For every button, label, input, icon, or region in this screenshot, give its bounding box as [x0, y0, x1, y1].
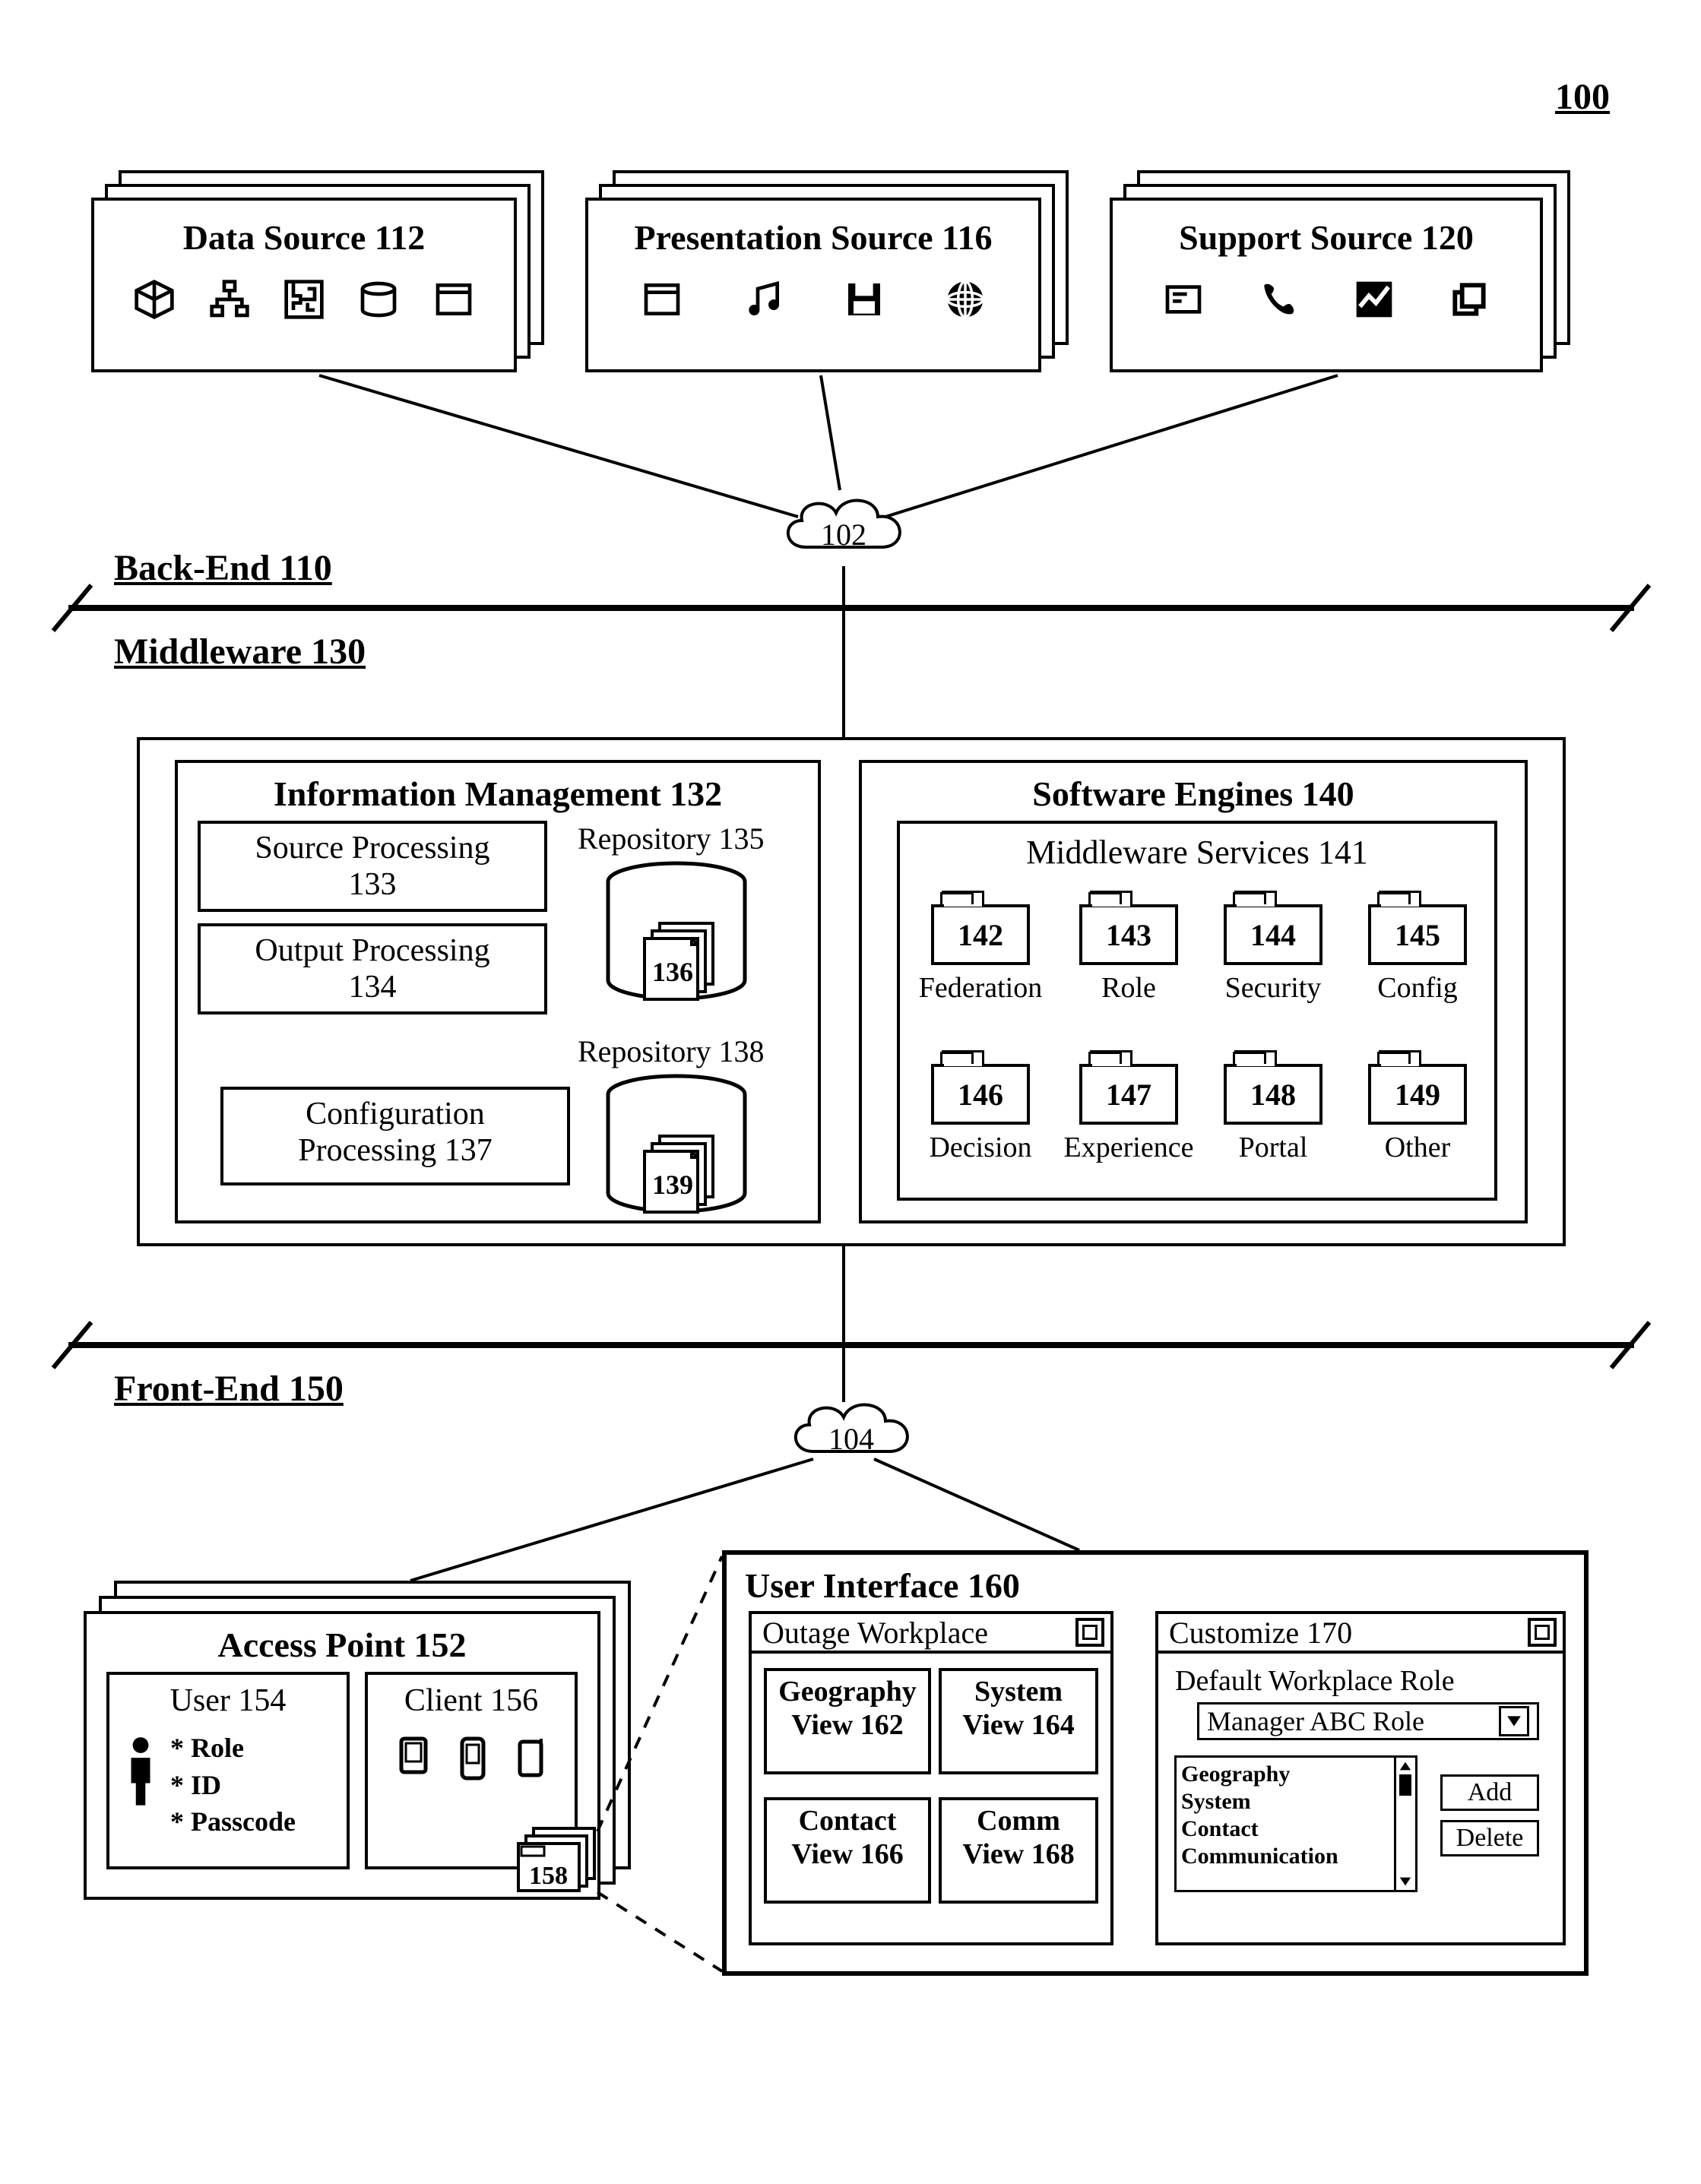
- support-source-box: Support Source 120: [1110, 198, 1566, 380]
- dropdown-value: Manager ABC Role: [1207, 1705, 1424, 1737]
- window-icon: [641, 278, 683, 321]
- client-title: Client 156: [368, 1682, 575, 1719]
- dropdown-arrow-icon[interactable]: [1499, 1706, 1529, 1736]
- globe-icon: [944, 278, 987, 321]
- output-processing-box: Output Processing134: [198, 923, 547, 1014]
- geography-view[interactable]: GeographyView 162: [764, 1668, 931, 1774]
- source-processing-label: Source Processing133: [201, 830, 544, 903]
- info-mgmt-title: Information Management 132: [178, 774, 818, 814]
- repo-138-label: Repository 138: [578, 1033, 765, 1069]
- window-icon: [432, 278, 475, 321]
- listbox-scrollbar[interactable]: [1394, 1758, 1415, 1890]
- customize-titlebar: Customize 170: [1158, 1614, 1563, 1654]
- svc-147: 147: [1079, 1064, 1178, 1125]
- list-item[interactable]: Geography: [1181, 1761, 1411, 1788]
- pda-icon: [394, 1736, 432, 1778]
- network-icon: [208, 278, 251, 321]
- svc-145: 145: [1368, 904, 1467, 965]
- presentation-source-icons: [588, 273, 1038, 326]
- copy-icon: [1448, 278, 1490, 321]
- flip-phone-icon: [513, 1736, 548, 1781]
- svc-143: 143: [1079, 904, 1178, 965]
- client-158-detail: 158: [517, 1824, 600, 1896]
- middleware-label: Middleware 130: [114, 631, 366, 673]
- person-icon: [122, 1736, 160, 1812]
- svc-145-label: Config: [1353, 971, 1482, 1005]
- access-point-title: Access Point 152: [87, 1625, 597, 1665]
- list-item[interactable]: Communication: [1181, 1843, 1411, 1870]
- cloud-102: 102: [775, 486, 912, 570]
- diagram-canvas: 100 Data Source 112 Presentation Source …: [0, 0, 1701, 2184]
- svc-144: 144: [1224, 904, 1322, 965]
- customize-title: Customize 170: [1169, 1615, 1352, 1651]
- repo-138-doc-label: 139: [652, 1169, 693, 1201]
- figure-number: 100: [1555, 76, 1610, 118]
- svc-146: 146: [931, 1064, 1030, 1125]
- role-dropdown[interactable]: Manager ABC Role: [1197, 1702, 1539, 1740]
- database-icon: [357, 278, 400, 321]
- svc-143-label: Role: [1064, 971, 1193, 1005]
- config-processing-label: ConfigurationProcessing 137: [298, 1097, 493, 1168]
- user-interface-title: User Interface 160: [745, 1565, 1584, 1606]
- support-source-icons: [1113, 273, 1540, 326]
- contact-view[interactable]: ContactView 166: [764, 1797, 931, 1904]
- svc-148-label: Portal: [1208, 1131, 1338, 1164]
- cloud-104-label: 104: [783, 1421, 920, 1457]
- svc-142: 142: [931, 904, 1030, 965]
- music-icon: [742, 278, 784, 321]
- maze-icon: [283, 278, 325, 321]
- delete-button[interactable]: Delete: [1440, 1820, 1539, 1856]
- chart-icon: [1353, 278, 1395, 321]
- backend-label: Back-End 110: [114, 547, 332, 589]
- presentation-source-box: Presentation Source 116: [585, 198, 1056, 380]
- repo-135-cylinder: 136: [600, 859, 752, 1014]
- user-role: * Role: [170, 1730, 296, 1767]
- support-source-title: Support Source 120: [1113, 217, 1540, 258]
- software-engines-title: Software Engines 140: [862, 774, 1525, 814]
- svc-149-label: Other: [1353, 1131, 1482, 1164]
- svc-149: 149: [1368, 1064, 1467, 1125]
- svc-146-label: Decision: [912, 1131, 1049, 1164]
- window-control-icon[interactable]: [1075, 1618, 1104, 1647]
- window-control-icon[interactable]: [1528, 1618, 1557, 1647]
- source-processing-box: Source Processing133: [198, 821, 547, 912]
- default-role-label: Default Workplace Role: [1175, 1664, 1563, 1698]
- config-processing-box: ConfigurationProcessing 137: [220, 1087, 570, 1185]
- output-processing-label: Output Processing134: [255, 933, 489, 1005]
- svc-142-label: Federation: [904, 971, 1056, 1005]
- user-box: User 154 * Role * ID * Passcode: [106, 1672, 350, 1869]
- system-view[interactable]: SystemView 164: [939, 1668, 1098, 1774]
- cube-icon: [133, 278, 176, 321]
- list-item[interactable]: System: [1181, 1788, 1411, 1815]
- repo-135-doc-label: 136: [652, 956, 693, 988]
- phone-device-icon: [458, 1736, 488, 1781]
- role-listbox[interactable]: Geography System Contact Communication: [1174, 1755, 1418, 1892]
- phone-icon: [1257, 278, 1300, 321]
- outage-titlebar: Outage Workplace: [752, 1614, 1110, 1654]
- cloud-104: 104: [783, 1391, 920, 1474]
- add-button[interactable]: Add: [1440, 1774, 1539, 1811]
- user-passcode: * Passcode: [170, 1803, 296, 1841]
- user-id: * ID: [170, 1767, 296, 1804]
- frontend-label: Front-End 150: [114, 1368, 344, 1410]
- comm-view[interactable]: CommView 168: [939, 1797, 1098, 1904]
- cloud-102-label: 102: [775, 517, 912, 552]
- svc-144-label: Security: [1201, 971, 1345, 1005]
- client-158-label: 158: [529, 1862, 568, 1891]
- presentation-source-title: Presentation Source 116: [588, 217, 1038, 258]
- svc-147-label: Experience: [1049, 1131, 1208, 1164]
- svc-148: 148: [1224, 1064, 1322, 1125]
- data-source-box: Data Source 112: [91, 198, 540, 380]
- outage-title: Outage Workplace: [762, 1615, 988, 1651]
- mail-icon: [1162, 278, 1205, 321]
- disk-icon: [843, 278, 885, 321]
- data-source-title: Data Source 112: [94, 217, 514, 258]
- repo-135-label: Repository 135: [578, 821, 765, 856]
- user-title: User 154: [109, 1682, 347, 1719]
- repo-138-cylinder: 139: [600, 1071, 752, 1227]
- list-item[interactable]: Contact: [1181, 1815, 1411, 1843]
- middleware-services-title: Middleware Services 141: [900, 833, 1494, 872]
- data-source-icons: [94, 273, 514, 326]
